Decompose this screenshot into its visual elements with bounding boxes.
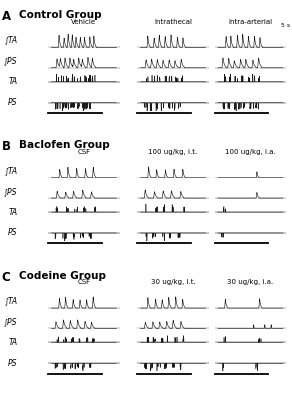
Text: TA: TA	[8, 77, 18, 86]
Text: 5 s: 5 s	[281, 23, 291, 28]
Text: ∫PS: ∫PS	[4, 317, 18, 326]
Text: ∫TA: ∫TA	[4, 36, 18, 45]
Text: Intra-arterial: Intra-arterial	[228, 19, 272, 25]
Text: ∫TA: ∫TA	[4, 296, 18, 305]
Text: PS: PS	[8, 229, 18, 237]
Text: PS: PS	[8, 98, 18, 107]
Text: CSF: CSF	[77, 149, 91, 155]
Text: CSF: CSF	[77, 279, 91, 286]
Text: C: C	[1, 271, 10, 284]
Text: A: A	[1, 10, 11, 23]
Text: 100 ug/kg, i.a.: 100 ug/kg, i.a.	[225, 149, 276, 155]
Text: ∫TA: ∫TA	[4, 166, 18, 175]
Text: B: B	[1, 140, 11, 153]
Text: 30 ug/kg, i.a.: 30 ug/kg, i.a.	[227, 279, 274, 286]
Text: Baclofen Group: Baclofen Group	[19, 140, 110, 150]
Text: ∫PS: ∫PS	[4, 57, 18, 65]
Text: 100 ug/kg, i.t.: 100 ug/kg, i.t.	[148, 149, 198, 155]
Text: ∫PS: ∫PS	[4, 187, 18, 196]
Text: 30 ug/kg, i.t.: 30 ug/kg, i.t.	[151, 279, 195, 286]
Text: TA: TA	[8, 208, 18, 217]
Text: Codeine Group: Codeine Group	[19, 271, 106, 281]
Text: Vehicle: Vehicle	[71, 19, 97, 25]
Text: PS: PS	[8, 359, 18, 368]
Text: TA: TA	[8, 338, 18, 347]
Text: Control Group: Control Group	[19, 10, 102, 20]
Text: Intrathecal: Intrathecal	[154, 19, 192, 25]
